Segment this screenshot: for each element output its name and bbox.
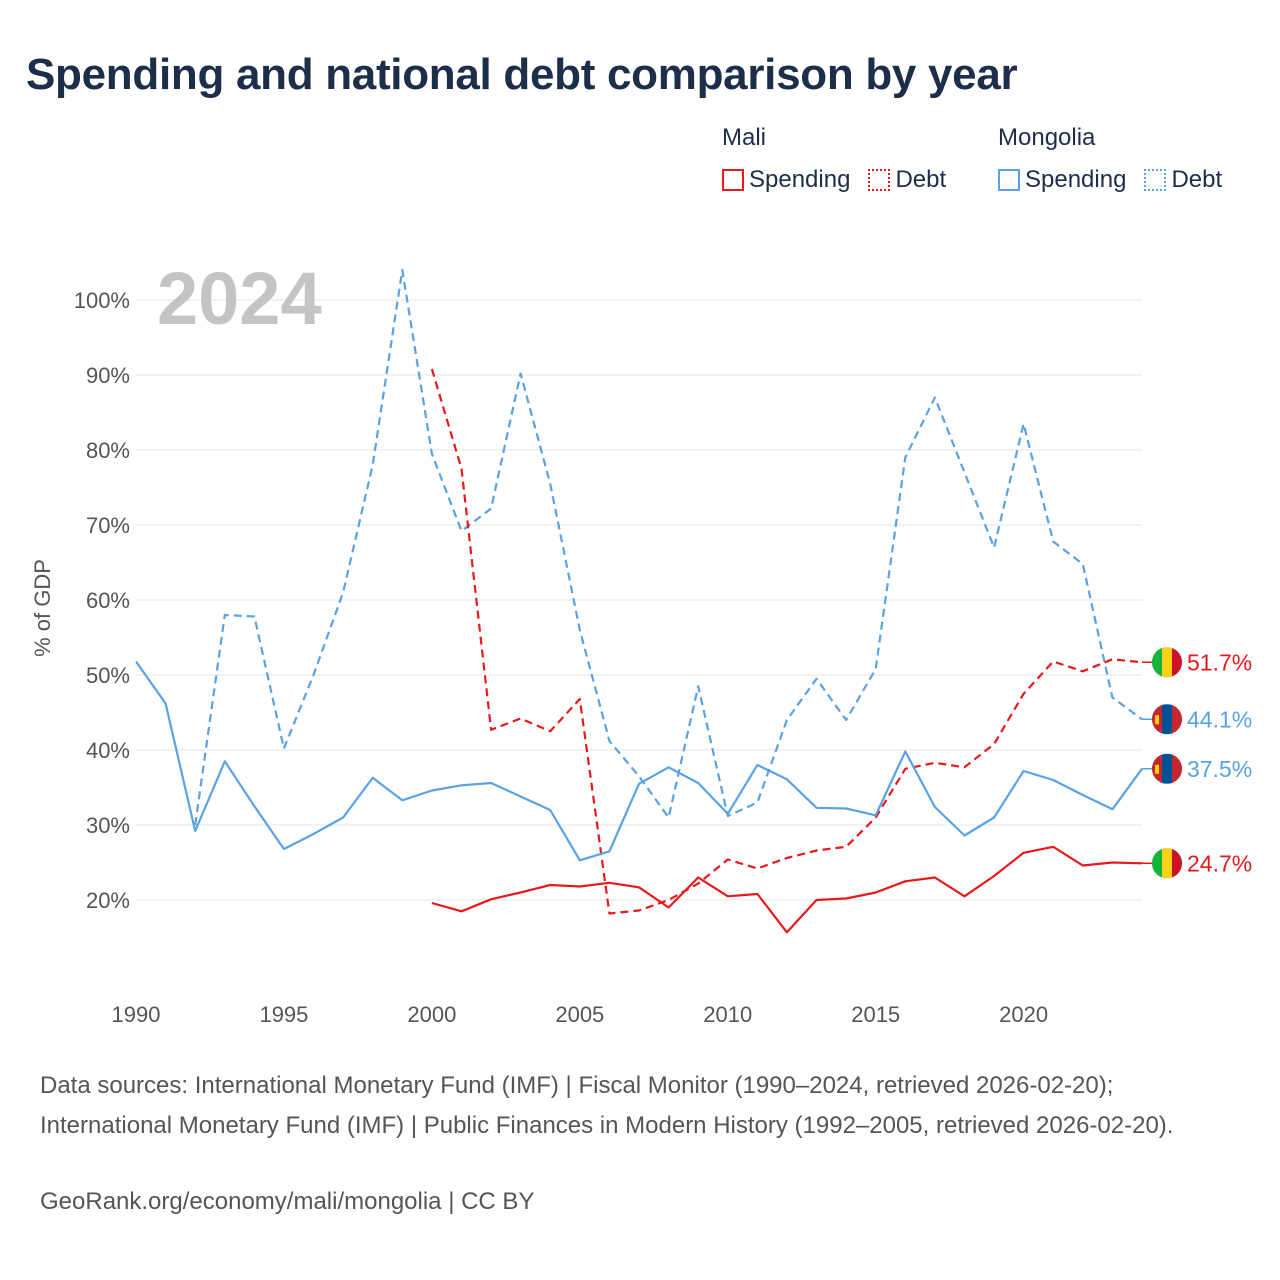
grid-layer	[136, 299, 1142, 901]
x-tick-label: 2015	[851, 1002, 900, 1027]
legend-item-mongolia-spending[interactable]: Spending	[998, 166, 1126, 194]
legend-item-mongolia-debt[interactable]: Debt	[1144, 166, 1222, 194]
mongolia-flag-icon-ring	[1151, 753, 1183, 785]
y-tick-label: 40%	[86, 738, 130, 763]
end-value-label: 44.1%	[1187, 706, 1252, 732]
legend-label-mali-spending: Spending	[749, 166, 851, 193]
legend-label-mongolia-spending: Spending	[1025, 166, 1127, 193]
mali-flag-icon-stripe	[1152, 647, 1163, 678]
y-tick-label: 80%	[86, 438, 130, 463]
legend-group-mali: Mali Spending Debt	[722, 124, 964, 194]
soyombo-mark	[1155, 764, 1159, 774]
y-axis-title: % of GDP	[30, 559, 55, 657]
series-layer	[135, 268, 1143, 934]
mongolia-flag-icon-stripe	[1162, 753, 1173, 784]
x-tick-label: 2010	[703, 1002, 752, 1027]
mali-flag-icon-stripe	[1162, 848, 1173, 879]
mali-flag-icon-stripe	[1152, 848, 1163, 879]
mali-flag-icon-ring	[1151, 646, 1183, 678]
series-mongolia-spending[interactable]	[135, 660, 1143, 862]
end-value-label: 37.5%	[1187, 756, 1252, 782]
y-tick-label: 100%	[74, 288, 130, 313]
x-axis-ticks: 1990 1995 2000 2005 2010 2015 2020	[112, 1002, 1049, 1027]
legend-label-mongolia-debt: Debt	[1171, 166, 1223, 193]
mali-flag-icon-stripe	[1172, 647, 1182, 678]
mongolia-flag-icon-ring	[1151, 703, 1183, 735]
legend-swatch-mongolia-debt	[1144, 169, 1167, 191]
y-tick-label: 30%	[86, 813, 130, 838]
legend-item-mali-debt[interactable]: Debt	[868, 166, 946, 194]
series-mali-debt[interactable]	[430, 368, 1143, 915]
x-tick-label: 2020	[999, 1002, 1048, 1027]
mali-flag-icon	[1151, 646, 1183, 678]
mongolia-flag-icon	[1151, 703, 1183, 735]
year-watermark: 2024	[157, 257, 322, 340]
legend-swatch-mongolia-spending	[998, 169, 1020, 191]
mali-flag-icon	[1151, 847, 1183, 879]
x-tick-label: 2005	[555, 1002, 604, 1027]
data-sources: Data sources: International Monetary Fun…	[40, 1072, 1174, 1139]
mali-flag-icon-ring	[1151, 847, 1183, 879]
end-value-label: 51.7%	[1187, 649, 1252, 675]
legend-item-mali-spending[interactable]: Spending	[722, 166, 850, 194]
chart-title: Spending and national debt comparison by…	[26, 50, 1018, 99]
y-tick-label: 50%	[86, 663, 130, 688]
y-tick-label: 90%	[86, 363, 130, 388]
line-chart: 2024 % of GDP 20% 30% 40% 50% 60% 70% 80% 90% 10…	[30, 257, 1252, 1027]
mongolia-flag-icon-stripe	[1162, 704, 1173, 735]
y-axis-ticks: 20% 30% 40% 50% 60% 70% 80% 90% 100%	[74, 288, 130, 913]
legend-swatch-mali-debt	[868, 169, 891, 191]
soyombo-mark	[1155, 715, 1159, 725]
mali-flag-icon-stripe	[1172, 848, 1182, 879]
y-tick-label: 20%	[86, 888, 130, 913]
y-tick-label: 70%	[86, 513, 130, 538]
end-labels: 44.1% 51.7% 37.5% 24.7%	[1142, 646, 1252, 879]
mali-flag-icon-stripe	[1162, 647, 1173, 678]
series-mongolia-debt[interactable]	[194, 268, 1143, 826]
y-tick-label: 60%	[86, 588, 130, 613]
legend-label-mali-debt: Debt	[895, 166, 947, 193]
mongolia-flag-icon-stripe	[1172, 753, 1182, 784]
x-tick-label: 1990	[112, 1002, 161, 1027]
legend-title-mali: Mali	[722, 124, 767, 151]
legend-group-mongolia: Mongolia Spending Debt	[998, 124, 1240, 194]
x-tick-label: 2000	[407, 1002, 456, 1027]
mongolia-flag-icon	[1151, 753, 1183, 785]
x-tick-label: 1995	[259, 1002, 308, 1027]
legend-swatch-mali-spending	[722, 169, 744, 191]
credit-link[interactable]: GeoRank.org/economy/mali/mongolia | CC B…	[40, 1188, 535, 1215]
legend-title-mongolia: Mongolia	[998, 124, 1096, 151]
series-mali-spending[interactable]	[431, 845, 1143, 934]
end-value-label: 24.7%	[1187, 850, 1252, 876]
mongolia-flag-icon-stripe	[1172, 704, 1182, 735]
